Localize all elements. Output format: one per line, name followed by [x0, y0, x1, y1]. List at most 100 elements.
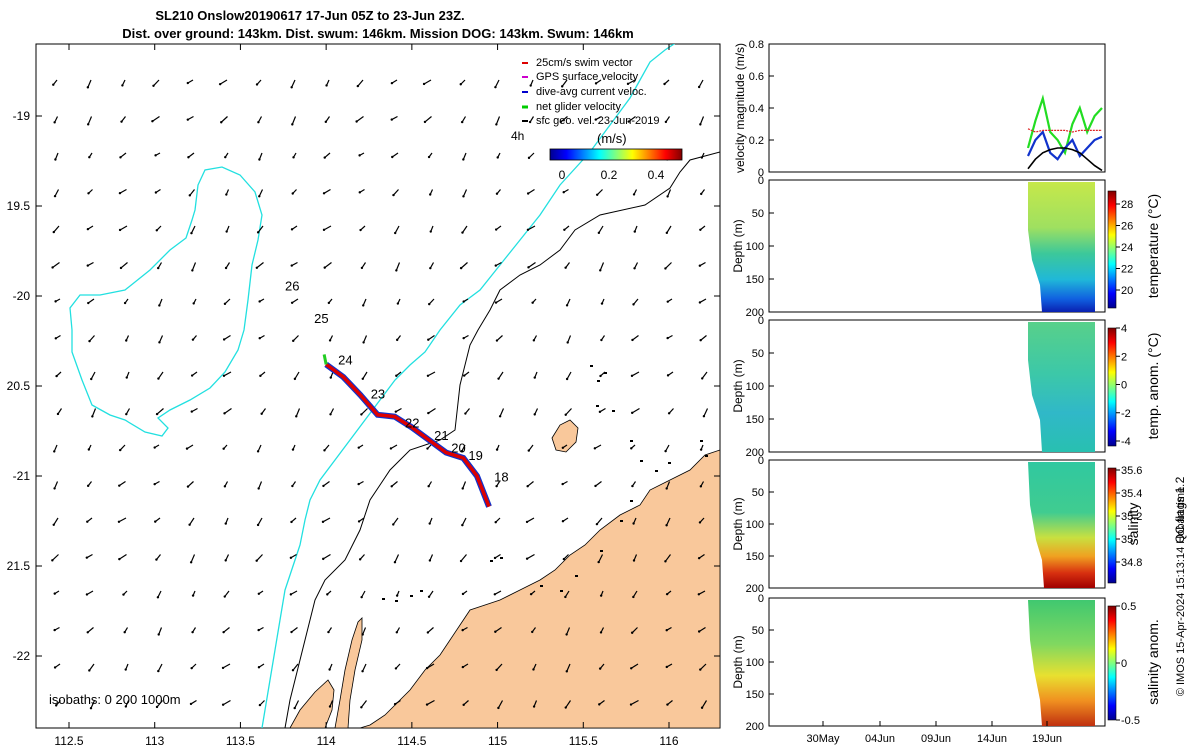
- day-label: 23: [371, 387, 385, 402]
- current-arrow-head: [90, 377, 93, 381]
- salinity-panel: Depth (m) salinity 35.6 35.4 35.2 35 34.8 0 5…: [731, 455, 1142, 595]
- current-arrow: [258, 189, 264, 197]
- current-arrow-head: [495, 339, 499, 342]
- current-arrow-head: [53, 628, 56, 632]
- current-arrow: [152, 116, 160, 122]
- current-arrow-head: [224, 266, 228, 270]
- current-arrow: [666, 517, 671, 526]
- current-arrow-head: [87, 192, 90, 195]
- depth-tick-label: 150: [746, 274, 764, 286]
- current-arrow: [395, 262, 401, 271]
- current-arrow-head: [426, 447, 429, 450]
- current-arrow: [461, 225, 468, 233]
- current-arrow-head: [86, 520, 89, 523]
- depth-tick-label: 0: [758, 315, 764, 327]
- day-label: 26: [285, 279, 299, 294]
- depth-tick-label: 200: [746, 583, 764, 595]
- map-xtick-label: 114.5: [397, 734, 426, 748]
- current-arrow-head: [632, 303, 635, 306]
- current-arrow-head: [702, 414, 706, 418]
- current-arrow-head: [323, 266, 326, 269]
- current-arrow-head: [324, 120, 328, 124]
- time-axis: 30May 04Jun 09Jun 14Jun 19Jun: [806, 721, 1062, 745]
- current-arrow: [699, 116, 705, 125]
- map-xtick-label: 115: [488, 734, 507, 748]
- temperature-colorbar: [1107, 190, 1117, 309]
- current-arrow-head: [361, 670, 364, 673]
- current-arrow: [394, 554, 400, 563]
- current-arrow-head: [429, 230, 432, 233]
- current-arrow: [191, 262, 197, 271]
- islet: [540, 585, 543, 587]
- current-arrow-head: [561, 446, 565, 450]
- islet: [655, 470, 658, 472]
- current-arrow-head: [157, 633, 160, 636]
- current-arrow-head: [85, 593, 89, 596]
- current-arrow: [703, 408, 709, 417]
- colorbar-tick-label: -4: [1121, 436, 1131, 448]
- current-arrow-head: [423, 120, 427, 124]
- current-arrow-head: [157, 377, 160, 380]
- current-arrow-head: [154, 154, 157, 157]
- current-arrow-head: [395, 269, 398, 272]
- current-arrow: [566, 663, 571, 672]
- current-arrow-head: [665, 592, 669, 596]
- current-arrow: [294, 371, 300, 380]
- current-arrow: [87, 79, 92, 88]
- current-arrow-head: [664, 120, 668, 124]
- current-arrow-head: [529, 592, 533, 596]
- current-arrow-head: [462, 336, 465, 340]
- current-arrow-head: [633, 230, 636, 233]
- current-arrow: [88, 663, 95, 671]
- current-arrow-head: [425, 703, 429, 706]
- current-arrow-head: [257, 628, 260, 632]
- current-arrow-head: [525, 557, 529, 560]
- current-arrow-head: [495, 192, 499, 195]
- current-arrow-head: [528, 120, 532, 124]
- current-arrow-head: [125, 412, 128, 416]
- current-arrow-head: [224, 559, 227, 562]
- current-arrow-head: [389, 447, 393, 450]
- legend-gps: GPS surface velocity: [536, 71, 639, 83]
- current-arrow-head: [361, 377, 364, 380]
- current-arrow-head: [463, 374, 466, 377]
- current-arrow-head: [598, 703, 601, 706]
- current-arrow-head: [594, 118, 597, 121]
- current-arrow-head: [698, 521, 702, 524]
- current-arrow: [632, 335, 639, 341]
- islet: [590, 365, 593, 367]
- current-arrow-head: [394, 410, 398, 413]
- current-arrow: [667, 189, 672, 197]
- isobath-loop: [69, 166, 263, 437]
- current-arrow-head: [225, 193, 228, 196]
- current-arrow-head: [223, 485, 227, 488]
- current-arrow-head: [86, 631, 89, 634]
- colorbar-ticks: 4 2 0 -2 -4: [1116, 323, 1131, 448]
- current-arrow: [157, 371, 164, 379]
- current-arrow-head: [190, 231, 193, 235]
- current-arrow: [362, 627, 367, 635]
- current-arrow-head: [155, 412, 159, 416]
- salinity-cbar-label: salinity: [1125, 503, 1141, 546]
- qc-flags-note: QC flags 1 2: [1173, 476, 1187, 543]
- current-arrow: [119, 225, 128, 231]
- current-arrow: [631, 627, 638, 634]
- current-arrow-head: [118, 228, 122, 232]
- current-arrow-head: [291, 192, 294, 195]
- current-arrow: [360, 408, 368, 415]
- current-arrow-head: [91, 415, 94, 418]
- current-arrow: [189, 189, 195, 196]
- current-arrow-head: [323, 156, 326, 159]
- current-arrow-head: [125, 339, 128, 342]
- current-arrow: [628, 116, 636, 123]
- current-arrow-head: [526, 192, 530, 195]
- map-ytick-label: -19: [13, 109, 31, 123]
- current-arrow: [53, 517, 59, 526]
- current-arrow: [427, 371, 436, 377]
- current-arrow-head: [189, 702, 193, 706]
- current-arrow: [118, 481, 126, 487]
- current-arrow-head: [53, 592, 56, 595]
- current-arrow-head: [258, 158, 261, 161]
- colorbar-tick-label: 24: [1121, 242, 1133, 254]
